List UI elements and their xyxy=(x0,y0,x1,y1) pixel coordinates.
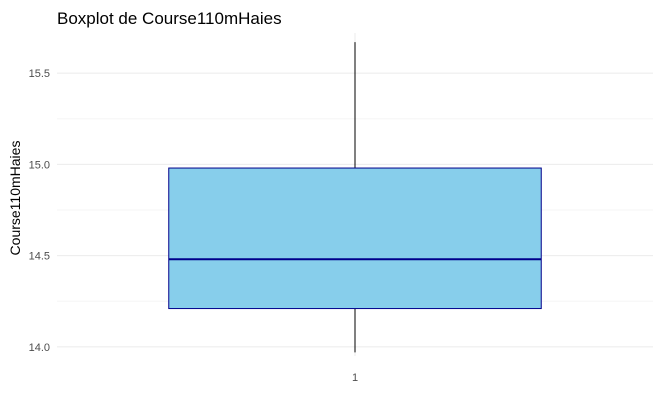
box-layer xyxy=(168,42,542,353)
y-axis-title: Course110mHaies xyxy=(7,141,23,256)
y-tick-label: 14.0 xyxy=(29,342,50,354)
tick-labels: 14.0 14.5 15.0 15.5 1 xyxy=(29,68,358,384)
y-tick-label: 14.5 xyxy=(29,251,50,263)
y-tick-label: 15.0 xyxy=(29,159,50,171)
iqr-box xyxy=(168,167,542,310)
y-tick-label: 15.5 xyxy=(29,68,50,80)
x-tick-label: 1 xyxy=(352,372,358,384)
chart-title: Boxplot de Course110mHaies xyxy=(57,9,282,28)
